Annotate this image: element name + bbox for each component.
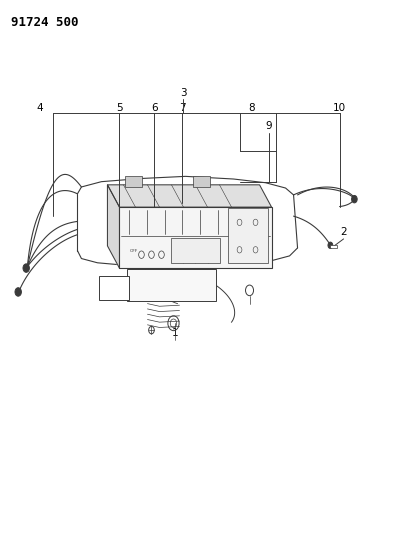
Bar [119, 207, 272, 268]
Circle shape [351, 196, 357, 203]
Text: 2: 2 [340, 228, 347, 237]
Text: 3: 3 [180, 88, 187, 98]
Text: 1: 1 [172, 328, 179, 338]
Circle shape [23, 264, 29, 272]
Bar [172, 238, 220, 263]
Bar [100, 276, 129, 300]
Text: 9: 9 [266, 122, 272, 131]
Bar [193, 176, 210, 188]
Polygon shape [108, 185, 119, 268]
Bar [127, 269, 216, 301]
Text: 7: 7 [179, 103, 186, 113]
Circle shape [15, 288, 21, 296]
Text: 4: 4 [37, 103, 44, 113]
Text: 91724 500: 91724 500 [11, 16, 79, 29]
Polygon shape [108, 185, 272, 207]
Text: OFF: OFF [129, 248, 138, 253]
Bar [125, 176, 142, 188]
Text: 5: 5 [116, 103, 123, 113]
Text: 10: 10 [333, 103, 346, 113]
Bar [330, 245, 337, 248]
Text: 8: 8 [248, 103, 255, 113]
Text: 6: 6 [151, 103, 158, 113]
Bar [228, 208, 268, 263]
Circle shape [328, 242, 333, 248]
